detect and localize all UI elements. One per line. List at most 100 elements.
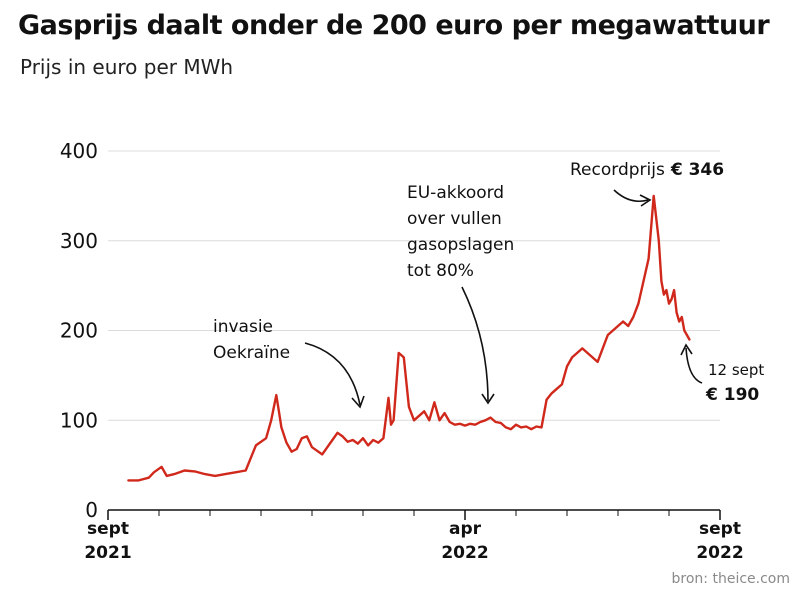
data-point [316, 450, 318, 452]
data-point [403, 356, 405, 358]
data-point [495, 421, 497, 423]
series-line [127, 194, 691, 482]
chart-subtitle: Prijs in euro per MWh [20, 55, 234, 79]
data-point [423, 410, 425, 412]
data-point [505, 426, 507, 428]
data-point [530, 428, 532, 430]
data-point [342, 435, 344, 437]
data-point [535, 425, 538, 428]
series-line-gasprijs [127, 194, 691, 482]
data-point [362, 437, 364, 439]
data-point [138, 479, 140, 481]
data-point [637, 303, 640, 305]
data-point [382, 437, 384, 439]
annotation-record-arrowhead [639, 194, 652, 207]
x-tick-label-sept: sept [699, 519, 741, 539]
data-point [161, 466, 163, 468]
data-point [347, 441, 349, 443]
data-point [321, 453, 323, 455]
annotation-eu-line1: EU-akkoord [407, 183, 504, 203]
annotation-invasion-line2: Oekraïne [213, 343, 290, 363]
data-point [372, 439, 374, 441]
data-point [255, 444, 257, 446]
data-point [173, 473, 175, 475]
data-point [566, 365, 568, 367]
data-point [398, 352, 400, 354]
data-point [444, 412, 446, 414]
data-point [408, 406, 410, 408]
y-tick-label-300: 300 [60, 229, 98, 253]
data-point [336, 432, 339, 434]
data-point [683, 329, 685, 332]
data-point [627, 325, 629, 327]
data-point [520, 426, 522, 428]
annotation-eu-line4: tot 80% [407, 261, 474, 281]
data-point [673, 289, 675, 291]
data-point [484, 419, 486, 421]
annotation-last-date: 12 sept [708, 361, 764, 379]
data-point [285, 442, 288, 444]
data-point [377, 442, 379, 444]
data-point [291, 451, 293, 453]
data-point [671, 298, 673, 300]
data-point [464, 425, 466, 427]
data-point [280, 426, 282, 428]
data-point [576, 352, 578, 354]
data-point [510, 428, 512, 430]
x-axis: sept 2021 apr 2022 sept 2022 [84, 509, 744, 563]
data-point [418, 415, 420, 417]
data-point [449, 421, 451, 423]
data-point [301, 437, 303, 439]
data-point [357, 443, 359, 445]
data-point [653, 195, 655, 197]
data-point [668, 303, 670, 305]
annotation-eu-line2: over vullen [407, 209, 502, 229]
data-point [648, 258, 650, 260]
x-tick-label-2022: 2022 [696, 543, 743, 563]
data-point [454, 424, 456, 426]
data-point [663, 294, 665, 296]
y-tick-label-100: 100 [60, 408, 98, 432]
data-point [148, 477, 150, 479]
annotation-invasion-line1: invasie [213, 317, 273, 337]
annotation-invasion-arrow [304, 342, 361, 406]
data-point [678, 320, 680, 323]
data-point [546, 399, 548, 401]
data-point [428, 419, 430, 421]
data-point [166, 475, 168, 477]
data-point [622, 320, 624, 323]
y-tick-label-200: 200 [60, 319, 98, 343]
data-point [597, 361, 599, 363]
annotation-eu-arrow [461, 286, 489, 402]
data-point [390, 424, 392, 426]
annotation-record: Recordprijs € 346 [570, 160, 724, 180]
data-point [688, 338, 691, 341]
y-tick-label-400: 400 [60, 139, 98, 163]
data-point [214, 475, 216, 477]
data-point [153, 471, 155, 473]
annotation-last-arrowhead [680, 343, 693, 356]
data-point [556, 388, 558, 390]
data-point [525, 425, 527, 428]
annotation-last-arrow [685, 347, 703, 384]
data-point [681, 316, 683, 318]
data-point [278, 410, 280, 412]
data-point [658, 240, 660, 242]
annotation-record-arrow [613, 189, 649, 203]
data-point [676, 311, 678, 314]
data-point [265, 437, 267, 439]
data-point [367, 444, 369, 446]
data-point [617, 325, 619, 327]
y-axis-ticks: 0 100 200 300 400 [60, 139, 98, 522]
data-point [612, 329, 614, 332]
data-point [387, 397, 390, 399]
data-point [586, 352, 589, 354]
data-point [607, 334, 609, 336]
data-point [551, 392, 553, 394]
data-point [474, 424, 476, 426]
data-point [234, 471, 237, 473]
source-credit: bron: theice.com [671, 571, 790, 587]
data-point [459, 423, 461, 425]
data-point [438, 419, 441, 421]
